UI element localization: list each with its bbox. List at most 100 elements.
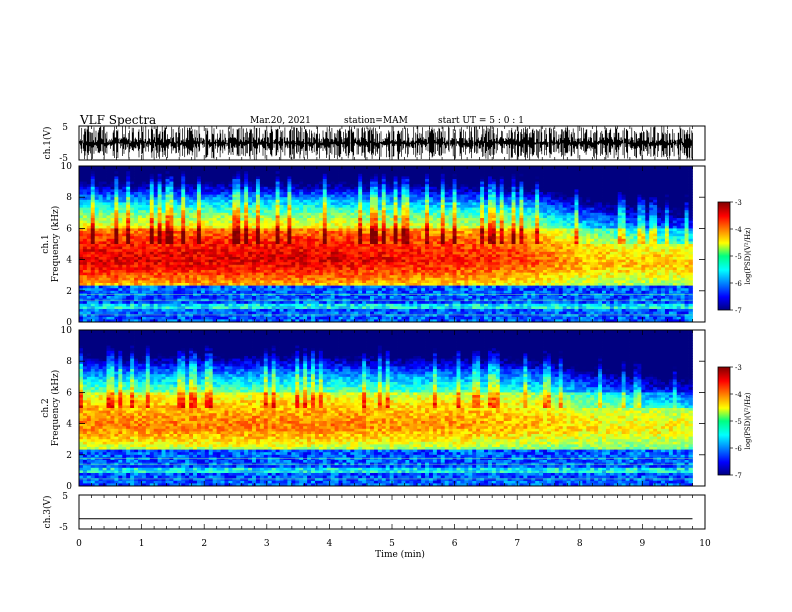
spectrogram-cell bbox=[303, 316, 308, 320]
spectrogram-cell bbox=[366, 233, 371, 237]
spectrogram-cell bbox=[189, 241, 194, 245]
spectrogram-cell bbox=[397, 207, 402, 211]
spectrogram-cell bbox=[271, 311, 277, 315]
spectrogram-cell bbox=[82, 259, 88, 263]
spectrogram-cell bbox=[137, 249, 143, 253]
spectrogram-cell bbox=[240, 218, 245, 221]
spectrogram-cell bbox=[240, 246, 245, 250]
spectrogram-cell bbox=[259, 181, 265, 185]
spectrogram-cell bbox=[314, 194, 320, 198]
spectrogram-cell bbox=[287, 303, 292, 307]
spectrogram-cell bbox=[385, 181, 391, 185]
spectrogram-cell bbox=[153, 179, 159, 182]
spectrogram-cell bbox=[370, 220, 375, 224]
spectrogram-cell bbox=[354, 254, 359, 258]
spectrogram-cell bbox=[346, 225, 351, 229]
spectrogram-cell bbox=[79, 192, 84, 195]
spectrogram-cell bbox=[86, 205, 92, 208]
spectrogram-cell bbox=[299, 251, 304, 255]
spectrogram-cell bbox=[110, 238, 115, 242]
spectrogram-cell bbox=[370, 275, 375, 279]
spectrogram-cell bbox=[208, 264, 214, 268]
spectrogram-cell bbox=[126, 267, 131, 271]
spectrogram-cell bbox=[275, 176, 280, 180]
spectrogram-cell bbox=[145, 264, 151, 268]
spectrogram-cell bbox=[98, 283, 103, 286]
spectrogram-cell bbox=[161, 251, 166, 255]
spectrogram-cell bbox=[137, 173, 143, 177]
spectrogram-cell bbox=[189, 277, 194, 281]
spectrogram-cell bbox=[314, 249, 320, 253]
spectrogram-cell bbox=[362, 303, 367, 307]
spectrogram-cell bbox=[216, 296, 221, 299]
spectrogram-cell bbox=[370, 254, 375, 258]
spectrogram-cell bbox=[381, 244, 387, 247]
spectrogram-cell bbox=[252, 270, 257, 273]
spectrogram-cell bbox=[102, 171, 107, 175]
spectrogram-cell bbox=[193, 189, 198, 193]
spectrogram-cell bbox=[212, 264, 218, 268]
spectrogram-cell bbox=[354, 199, 359, 203]
spectrogram-cell bbox=[126, 197, 131, 201]
spectrogram-cell bbox=[255, 246, 261, 250]
spectrogram-cell bbox=[307, 210, 312, 214]
spectrogram-cell bbox=[82, 254, 88, 258]
spectrogram-cell bbox=[200, 186, 206, 190]
spectrogram-cell bbox=[79, 264, 84, 268]
spectrogram-cell bbox=[311, 249, 316, 253]
spectrogram-cell bbox=[161, 254, 166, 258]
spectrogram-cell bbox=[153, 181, 159, 185]
spectrogram-cell bbox=[185, 277, 190, 281]
spectrogram-cell bbox=[200, 244, 206, 247]
spectrogram-cell bbox=[122, 171, 127, 175]
spectrogram-cell bbox=[338, 233, 343, 237]
spectrogram-cell bbox=[94, 270, 100, 273]
spectrogram-cell bbox=[271, 262, 277, 266]
spectrogram-cell bbox=[255, 225, 261, 229]
spectrogram-cell bbox=[291, 231, 296, 234]
spectrogram-cell bbox=[114, 246, 119, 250]
spectrogram-cell bbox=[295, 285, 300, 289]
spectrogram-cell bbox=[259, 277, 265, 281]
spectrogram-cell bbox=[130, 262, 135, 266]
spectrogram-cell bbox=[165, 254, 170, 258]
spectrogram-cell bbox=[381, 189, 387, 193]
spectrogram-cell bbox=[169, 207, 174, 211]
spectrogram-cell bbox=[185, 225, 190, 229]
spectrogram-cell bbox=[82, 277, 88, 281]
spectrogram-cell bbox=[267, 184, 273, 188]
spectrogram-cell bbox=[189, 270, 194, 273]
spectrogram-cell bbox=[346, 238, 351, 242]
spectrogram-cell bbox=[185, 270, 190, 273]
spectrogram-cell bbox=[193, 225, 198, 229]
spectrogram-cell bbox=[318, 301, 324, 305]
spectrogram-cell bbox=[94, 249, 100, 253]
spectrogram-cell bbox=[283, 285, 288, 289]
spectrogram-cell bbox=[252, 181, 257, 185]
spectrogram-cell bbox=[338, 179, 343, 182]
spectrogram-cell bbox=[358, 311, 363, 315]
spectrogram-cell bbox=[373, 249, 379, 253]
spectrogram-cell bbox=[350, 225, 355, 229]
spectrogram-cell bbox=[145, 283, 151, 286]
spectrogram-cell bbox=[283, 166, 288, 169]
spectrogram-cell bbox=[366, 215, 371, 219]
spectrogram-cell bbox=[236, 264, 241, 268]
spectrogram-cell bbox=[314, 171, 320, 175]
spectrogram-cell bbox=[338, 285, 343, 289]
spectrogram-cell bbox=[271, 184, 277, 188]
spectrogram-cell bbox=[86, 316, 92, 320]
spectrogram-cell bbox=[275, 267, 280, 271]
spectrogram-cell bbox=[208, 199, 214, 203]
spectrogram-cell bbox=[177, 246, 182, 250]
spectrogram-cell bbox=[94, 254, 100, 258]
spectrogram-cell bbox=[358, 179, 363, 182]
spectrogram-cell bbox=[385, 238, 391, 242]
spectrogram-cell bbox=[381, 290, 387, 294]
spectrogram-cell bbox=[318, 215, 324, 219]
spectrogram-cell bbox=[377, 215, 383, 219]
spectrogram-cell bbox=[291, 189, 296, 193]
spectrogram-cell bbox=[141, 244, 147, 247]
spectrogram-cell bbox=[236, 241, 241, 245]
spectrogram-cell bbox=[114, 176, 119, 180]
